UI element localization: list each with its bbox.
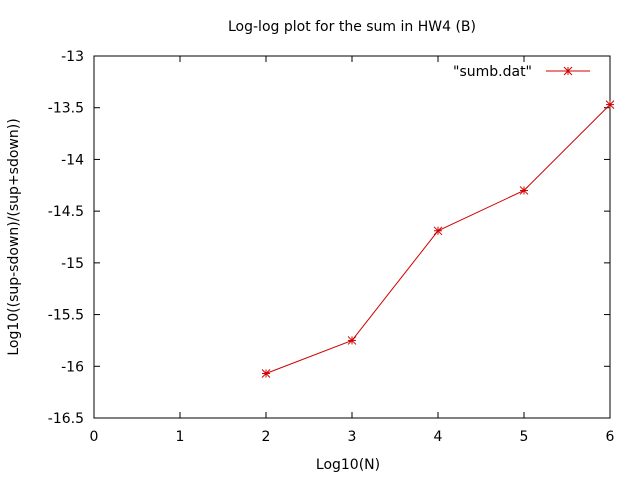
y-tick-label: -13 <box>61 49 84 65</box>
x-tick-label: 1 <box>176 429 185 445</box>
plot-area <box>93 55 611 419</box>
series-line <box>265 104 611 374</box>
x-tick-label: 4 <box>434 429 443 445</box>
x-tick-label: 5 <box>520 429 529 445</box>
legend-label: "sumb.dat" <box>453 64 532 80</box>
data-point <box>519 186 529 195</box>
x-tick-label: 6 <box>606 429 615 445</box>
y-tick-label: -13.5 <box>48 101 84 117</box>
y-axis-label: Log10((sup-sdown)/(sup+sdown)) <box>6 118 22 355</box>
legend-star-icon <box>563 66 573 76</box>
x-axis-label: Log10(N) <box>316 457 380 473</box>
y-tick-label: -15.5 <box>48 308 84 324</box>
y-tick-label: -16.5 <box>48 411 84 427</box>
series-layer <box>261 100 615 378</box>
x-axis: 0 1 2 3 4 5 6 <box>90 56 615 445</box>
data-point <box>261 369 271 378</box>
y-tick-label: -14 <box>61 152 84 168</box>
x-tick-label: 2 <box>262 429 271 445</box>
data-point <box>605 100 615 109</box>
data-point <box>347 336 357 345</box>
y-tick-label: -16 <box>61 359 84 375</box>
y-tick-label: -15 <box>61 256 84 272</box>
data-point <box>433 226 443 236</box>
y-axis: -13 -13.5 -14 -14.5 -15 -15.5 -16 -16.5 <box>48 49 610 427</box>
legend: "sumb.dat" <box>453 64 590 80</box>
legend-marker <box>563 66 573 76</box>
x-tick-label: 0 <box>90 429 99 445</box>
y-tick-label: -14.5 <box>48 204 84 220</box>
chart-title: Log-log plot for the sum in HW4 (B) <box>228 19 476 35</box>
x-tick-label: 3 <box>348 429 357 445</box>
